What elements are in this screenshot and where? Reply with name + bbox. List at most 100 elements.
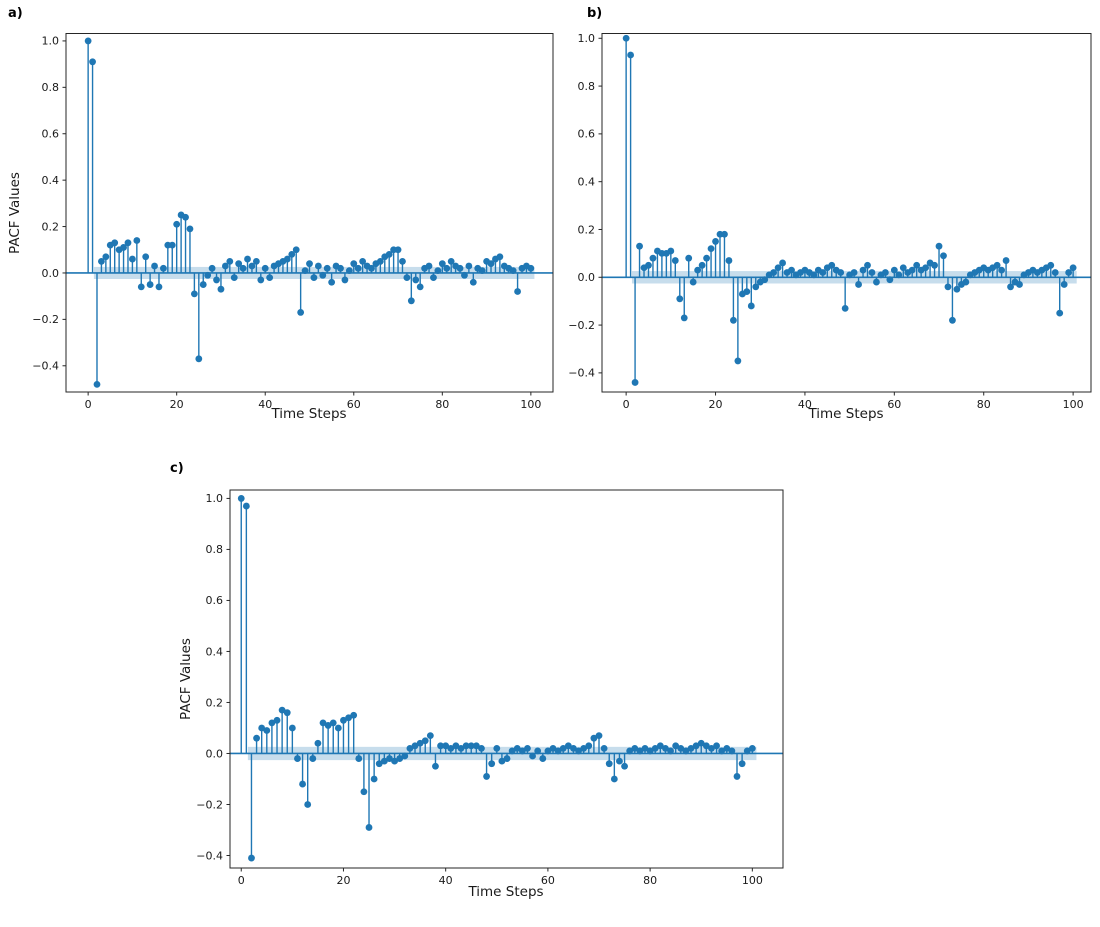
pacf-marker (213, 276, 220, 284)
pacf-marker (288, 251, 296, 258)
pacf-marker (354, 264, 362, 272)
pacf-marker (590, 734, 598, 742)
pacf-marker (841, 304, 849, 312)
pacf-marker (368, 264, 375, 272)
pacf-marker (235, 260, 243, 268)
pacf-marker (386, 755, 393, 762)
pacf-marker (712, 238, 719, 245)
pacf-marker (761, 276, 769, 284)
pacf-marker (881, 269, 889, 276)
pacf-marker (774, 264, 782, 272)
pacf-marker (155, 283, 163, 291)
y-tick-label: −0.4 (32, 360, 59, 373)
pacf-marker (641, 744, 649, 752)
pacf-marker (1047, 261, 1055, 269)
pacf-marker (337, 264, 344, 272)
pacf-marker (721, 230, 728, 238)
pacf-marker (334, 724, 342, 732)
pacf-marker (672, 742, 680, 750)
pacf-marker (89, 58, 96, 66)
panel-b-label: b) (587, 6, 603, 21)
pacf-marker (190, 290, 198, 298)
pacf-marker (182, 213, 189, 221)
pacf-marker (399, 257, 406, 265)
pacf-marker (297, 309, 305, 316)
pacf-marker (457, 744, 465, 752)
pacf-panel-a: 0 20 40 60 80 100 1.0 0.8 0.6 0.4 0.2 0.0 −0.2 −0.4 (32, 33, 554, 411)
pacf-marker (702, 742, 710, 750)
pacf-marker (142, 253, 150, 261)
pacf-marker (443, 264, 451, 272)
pacf-marker (221, 262, 229, 270)
pacf-marker (278, 706, 286, 714)
pacf-marker (478, 744, 485, 752)
pacf-marker (1016, 281, 1023, 288)
pacf-marker (931, 261, 938, 269)
pacf-marker (692, 742, 700, 750)
pacf-marker (314, 739, 322, 747)
pacf-marker (350, 711, 358, 719)
x-tick-label: 40 (258, 398, 272, 411)
pacf-marker (461, 271, 468, 279)
pacf-marker (248, 262, 256, 270)
pacf-marker (564, 742, 572, 750)
axes-spines (601, 33, 1092, 393)
x-tick-label: 100 (520, 398, 541, 411)
pacf-marker (329, 719, 337, 727)
pacf-marker (890, 266, 898, 274)
pacf-marker (186, 225, 194, 233)
pacf-marker (452, 742, 460, 750)
pacf-marker (725, 257, 733, 264)
pacf-marker (266, 274, 274, 282)
pacf-marker (432, 762, 439, 770)
pacf-marker (199, 281, 207, 288)
pacf-marker (447, 257, 455, 265)
pacf-marker (111, 239, 119, 247)
y-tick-label: 0.8 (578, 80, 596, 93)
pacf-marker (370, 775, 378, 783)
y-tick-label: −0.2 (196, 798, 223, 811)
pacf-marker (425, 262, 433, 270)
y-tick-label: 0.0 (578, 271, 596, 284)
pacf-marker (509, 267, 517, 275)
pacf-marker (828, 261, 836, 269)
pacf-marker (626, 747, 634, 755)
pacf-marker (713, 742, 720, 750)
pacf-marker (559, 744, 567, 752)
y-tick-label: 0.0 (42, 267, 60, 280)
pacf-marker (873, 278, 880, 286)
pacf-marker (257, 276, 265, 284)
pacf-marker (401, 752, 409, 760)
pacf-marker (998, 266, 1006, 274)
pacf-marker (273, 716, 281, 724)
pacf-marker (677, 744, 685, 752)
y-tick-label: −0.2 (32, 313, 59, 326)
pacf-marker (375, 760, 383, 768)
pacf-marker (610, 775, 618, 783)
x-tick-label: 20 (709, 398, 723, 411)
pacf-marker (350, 260, 358, 268)
x-tick-label: 20 (170, 398, 184, 411)
pacf-marker (527, 264, 535, 272)
y-tick-label: −0.2 (568, 319, 595, 332)
pacf-marker (430, 274, 437, 282)
axes-spines (65, 33, 554, 393)
pacf-marker (467, 742, 475, 750)
pacf-marker (549, 744, 557, 752)
axes-spines (229, 489, 784, 869)
pacf-marker (1007, 283, 1014, 291)
pacf-marker (465, 262, 473, 270)
pacf-marker (944, 283, 952, 291)
pacf-marker (651, 744, 659, 752)
y-tick-label: 0.2 (206, 696, 224, 709)
pacf-marker (570, 744, 577, 752)
x-tick-label: 60 (347, 398, 361, 411)
pacf-marker (616, 757, 623, 765)
pacf-marker (837, 269, 845, 276)
pacf-panel-c: 0 20 40 60 80 100 1.0 0.8 0.6 0.4 0.2 0.0 −0.2 −0.4 (196, 489, 784, 887)
panel-a-xlabel: Time Steps (271, 406, 347, 422)
pacf-marker (380, 757, 388, 765)
pacf-marker (689, 278, 697, 286)
pacf-marker (513, 744, 521, 752)
